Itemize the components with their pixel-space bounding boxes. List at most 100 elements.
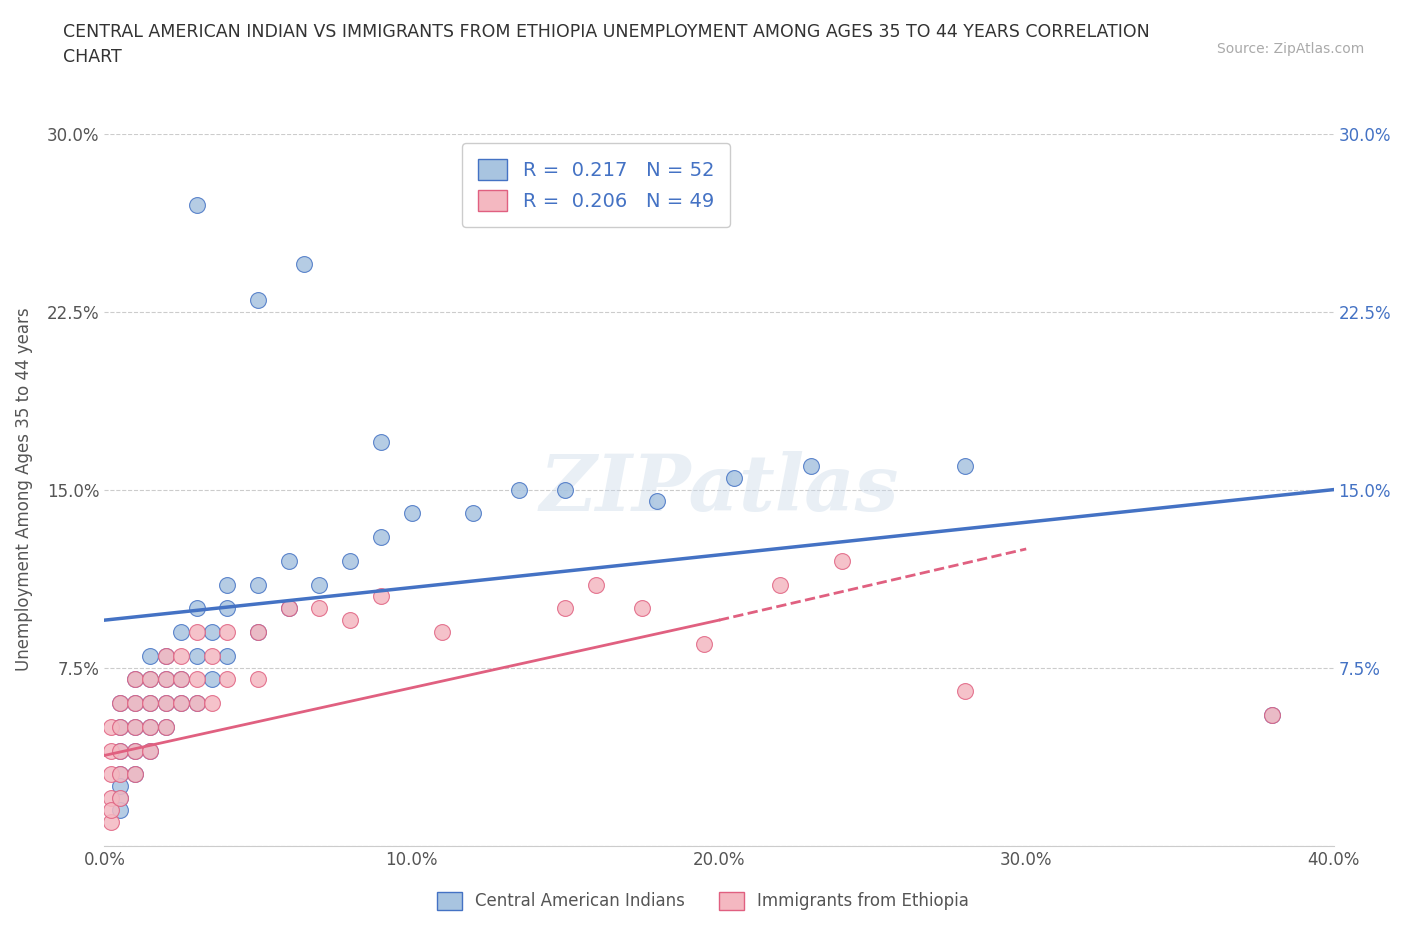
- Point: [124, 743, 146, 758]
- Point: [100, 743, 122, 758]
- Point: [124, 743, 146, 758]
- Point: [100, 815, 122, 830]
- Point: [124, 767, 146, 782]
- Point: [155, 720, 177, 735]
- Point: [186, 197, 208, 212]
- Point: [124, 672, 146, 687]
- Point: [155, 696, 177, 711]
- Point: [170, 696, 193, 711]
- Point: [108, 790, 131, 805]
- Point: [217, 625, 239, 640]
- Point: [155, 648, 177, 663]
- Point: [108, 803, 131, 817]
- Point: [277, 601, 299, 616]
- Point: [155, 672, 177, 687]
- Point: [108, 767, 131, 782]
- Point: [247, 578, 270, 592]
- Point: [217, 578, 239, 592]
- Point: [186, 696, 208, 711]
- Point: [139, 720, 162, 735]
- Point: [124, 696, 146, 711]
- Legend: Central American Indians, Immigrants from Ethiopia: Central American Indians, Immigrants fro…: [430, 885, 976, 917]
- Point: [339, 613, 361, 628]
- Point: [186, 672, 208, 687]
- Point: [124, 720, 146, 735]
- Point: [170, 672, 193, 687]
- Point: [217, 672, 239, 687]
- Point: [432, 625, 454, 640]
- Point: [461, 506, 484, 521]
- Point: [108, 767, 131, 782]
- Point: [247, 625, 270, 640]
- Point: [155, 648, 177, 663]
- Point: [370, 589, 392, 604]
- Point: [647, 494, 669, 509]
- Point: [155, 672, 177, 687]
- Point: [800, 458, 823, 473]
- Y-axis label: Unemployment Among Ages 35 to 44 years: Unemployment Among Ages 35 to 44 years: [15, 308, 32, 671]
- Point: [124, 696, 146, 711]
- Point: [139, 648, 162, 663]
- Point: [339, 553, 361, 568]
- Point: [247, 625, 270, 640]
- Point: [100, 767, 122, 782]
- Point: [139, 672, 162, 687]
- Text: Source: ZipAtlas.com: Source: ZipAtlas.com: [1216, 42, 1364, 56]
- Point: [247, 672, 270, 687]
- Point: [170, 696, 193, 711]
- Point: [554, 601, 576, 616]
- Point: [723, 471, 745, 485]
- Point: [108, 743, 131, 758]
- Point: [201, 696, 224, 711]
- Point: [308, 601, 330, 616]
- Point: [100, 720, 122, 735]
- Point: [370, 434, 392, 449]
- Point: [308, 578, 330, 592]
- Point: [201, 625, 224, 640]
- Point: [155, 720, 177, 735]
- Point: [554, 482, 576, 497]
- Point: [370, 530, 392, 545]
- Point: [631, 601, 654, 616]
- Point: [186, 601, 208, 616]
- Text: ZIPatlas: ZIPatlas: [540, 451, 898, 528]
- Point: [1261, 708, 1284, 723]
- Point: [401, 506, 423, 521]
- Point: [100, 790, 122, 805]
- Point: [508, 482, 530, 497]
- Point: [100, 803, 122, 817]
- Point: [247, 292, 270, 307]
- Point: [139, 696, 162, 711]
- Point: [155, 696, 177, 711]
- Legend: R =  0.217   N = 52, R =  0.206   N = 49: R = 0.217 N = 52, R = 0.206 N = 49: [463, 143, 730, 227]
- Point: [139, 672, 162, 687]
- Point: [108, 743, 131, 758]
- Point: [217, 648, 239, 663]
- Point: [217, 601, 239, 616]
- Point: [831, 553, 853, 568]
- Text: CENTRAL AMERICAN INDIAN VS IMMIGRANTS FROM ETHIOPIA UNEMPLOYMENT AMONG AGES 35 T: CENTRAL AMERICAN INDIAN VS IMMIGRANTS FR…: [63, 23, 1150, 66]
- Point: [108, 720, 131, 735]
- Point: [277, 553, 299, 568]
- Point: [139, 743, 162, 758]
- Point: [124, 720, 146, 735]
- Point: [124, 767, 146, 782]
- Point: [277, 601, 299, 616]
- Point: [108, 720, 131, 735]
- Point: [186, 625, 208, 640]
- Point: [108, 696, 131, 711]
- Point: [139, 696, 162, 711]
- Point: [186, 648, 208, 663]
- Point: [108, 790, 131, 805]
- Point: [108, 778, 131, 793]
- Point: [769, 578, 792, 592]
- Point: [170, 648, 193, 663]
- Point: [953, 458, 976, 473]
- Point: [139, 743, 162, 758]
- Point: [292, 257, 315, 272]
- Point: [1261, 708, 1284, 723]
- Point: [124, 672, 146, 687]
- Point: [170, 625, 193, 640]
- Point: [139, 720, 162, 735]
- Point: [692, 636, 714, 651]
